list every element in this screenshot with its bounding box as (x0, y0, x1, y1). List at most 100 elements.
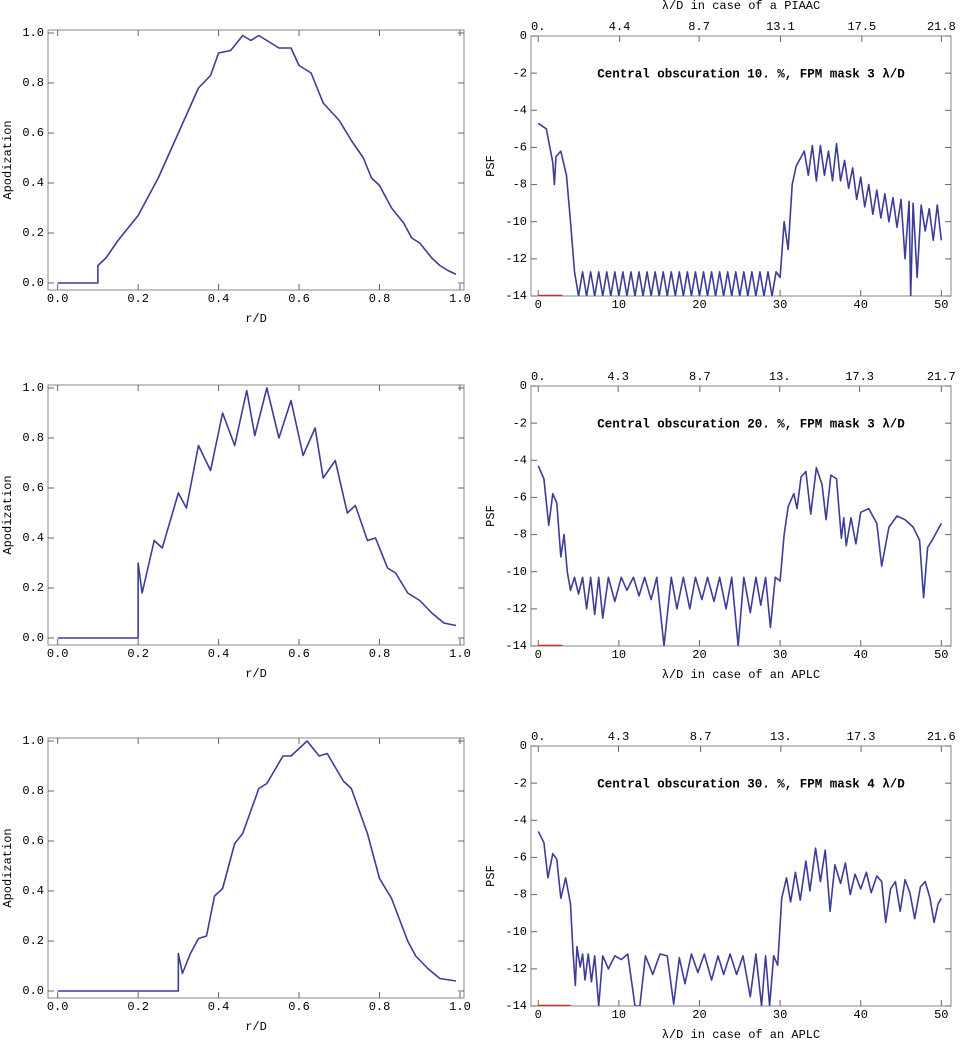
y-tick-label: -2 (513, 416, 527, 430)
x2-tick-label: 17.3 (845, 370, 874, 384)
x2-tick-label: 0. (531, 730, 545, 744)
x-tick-label: 30 (773, 648, 787, 662)
y-axis-label: PSF (484, 505, 498, 527)
x-tick-label: 20 (692, 1008, 706, 1022)
x-tick-label: 0.0 (47, 647, 69, 661)
x-tick-label: 0 (535, 1008, 542, 1022)
x-axis-label: r/D (245, 1020, 267, 1034)
curve (537, 831, 943, 1006)
x-tick-label: 1.0 (449, 292, 471, 306)
y-tick-label: -8 (513, 888, 527, 902)
plot-frame (47, 384, 465, 646)
y-tick-label: 0.0 (22, 984, 44, 998)
plot-frame (47, 737, 465, 999)
y-axis-label: PSF (484, 865, 498, 887)
x-tick-label: 20 (692, 298, 706, 312)
y-tick-label: 0.8 (22, 784, 44, 798)
y-axis-label: PSF (484, 155, 498, 177)
y-tick-label: 0.4 (22, 176, 44, 190)
y-tick-label: -4 (513, 103, 527, 117)
curve (57, 740, 457, 992)
x2-tick-label: 0. (531, 20, 545, 34)
y-tick-label: 0.2 (22, 226, 44, 240)
y-tick-label: 0 (520, 379, 527, 393)
y-tick-label: 0.6 (22, 834, 44, 848)
x-tick-label: 1.0 (449, 647, 471, 661)
y-tick-label: -10 (505, 215, 527, 229)
x2-tick-label: 0. (531, 370, 545, 384)
x-tick-label: 30 (773, 1008, 787, 1022)
y-tick-label: -8 (513, 528, 527, 542)
x-tick-label: 0.0 (47, 1000, 69, 1014)
plot-frame (530, 35, 952, 297)
x-tick-label: 0.8 (369, 1000, 391, 1014)
plot-frame (47, 29, 465, 291)
x-tick-label: 50 (934, 648, 948, 662)
x2-tick-label: 21.8 (927, 20, 956, 34)
x-axis-label: r/D (245, 667, 267, 681)
y-tick-label: 0 (520, 29, 527, 43)
x2-tick-label: 8.7 (688, 20, 710, 34)
y-tick-label: 0.2 (22, 934, 44, 948)
x2-tick-label: 13. (770, 730, 792, 744)
y-axis-label: Apodization (1, 828, 15, 907)
curve (57, 34, 457, 284)
x-tick-label: 40 (854, 648, 868, 662)
x-tick-label: 30 (773, 298, 787, 312)
y-tick-label: 0.8 (22, 431, 44, 445)
annotation: Central obscuration 30. %, FPM mask 4 λ/… (597, 777, 905, 791)
x-tick-label: 20 (692, 648, 706, 662)
x-tick-label: 0.4 (208, 292, 230, 306)
y-tick-label: 1.0 (22, 26, 44, 40)
y-tick-label: -12 (505, 962, 527, 976)
y-tick-label: -14 (505, 999, 527, 1013)
x2-tick-label: 8.7 (690, 730, 712, 744)
y-tick-label: 1.0 (22, 381, 44, 395)
y-tick-label: -2 (513, 66, 527, 80)
y-tick-label: 0.2 (22, 581, 44, 595)
x-tick-label: 10 (612, 1008, 626, 1022)
plot-frame (530, 745, 952, 1007)
x-tick-label: 0.8 (369, 292, 391, 306)
y-tick-label: 0.8 (22, 76, 44, 90)
x2-tick-label: 13. (769, 370, 791, 384)
x-axis-label: λ/D in case of an APLC (662, 1028, 820, 1042)
y-tick-label: -6 (513, 851, 527, 865)
x2-tick-label: 4.3 (607, 370, 629, 384)
x2-tick-label: 13.1 (766, 20, 795, 34)
x2-tick-label: 17.5 (847, 20, 876, 34)
x-tick-label: 0.0 (47, 292, 69, 306)
y-tick-label: 0.6 (22, 126, 44, 140)
curve (537, 465, 943, 646)
curve (537, 122, 943, 296)
x-tick-label: 0.6 (288, 292, 310, 306)
x2-tick-label: 4.4 (609, 20, 631, 34)
y-axis-label: Apodization (1, 475, 15, 554)
y-tick-label: 0.4 (22, 531, 44, 545)
x2-tick-label: 4.3 (608, 730, 630, 744)
x2-tick-label: 21.7 (927, 370, 956, 384)
x-axis-label: r/D (245, 312, 267, 326)
y-tick-label: -4 (513, 453, 527, 467)
y-tick-label: -12 (505, 252, 527, 266)
y-tick-label: -6 (513, 141, 527, 155)
y-tick-label: -14 (505, 639, 527, 653)
y-tick-label: -14 (505, 289, 527, 303)
y-tick-label: -8 (513, 178, 527, 192)
x-tick-label: 10 (612, 648, 626, 662)
x-tick-label: 40 (854, 1008, 868, 1022)
y-tick-label: -10 (505, 565, 527, 579)
x2-tick-label: 17.3 (847, 730, 876, 744)
x-tick-label: 0 (535, 648, 542, 662)
x2-tick-label: 8.7 (689, 370, 711, 384)
x-axis-label: λ/D in case of an APLC (662, 668, 820, 682)
x-tick-label: 40 (854, 298, 868, 312)
x-tick-label: 1.0 (449, 1000, 471, 1014)
plot-frame (530, 385, 952, 647)
annotation: Central obscuration 10. %, FPM mask 3 λ/… (597, 67, 905, 81)
x-tick-label: 0.6 (288, 1000, 310, 1014)
x2-axis-label: λ/D in case of a PIAAC (662, 0, 820, 13)
y-tick-label: 0.0 (22, 631, 44, 645)
x-tick-label: 50 (934, 1008, 948, 1022)
